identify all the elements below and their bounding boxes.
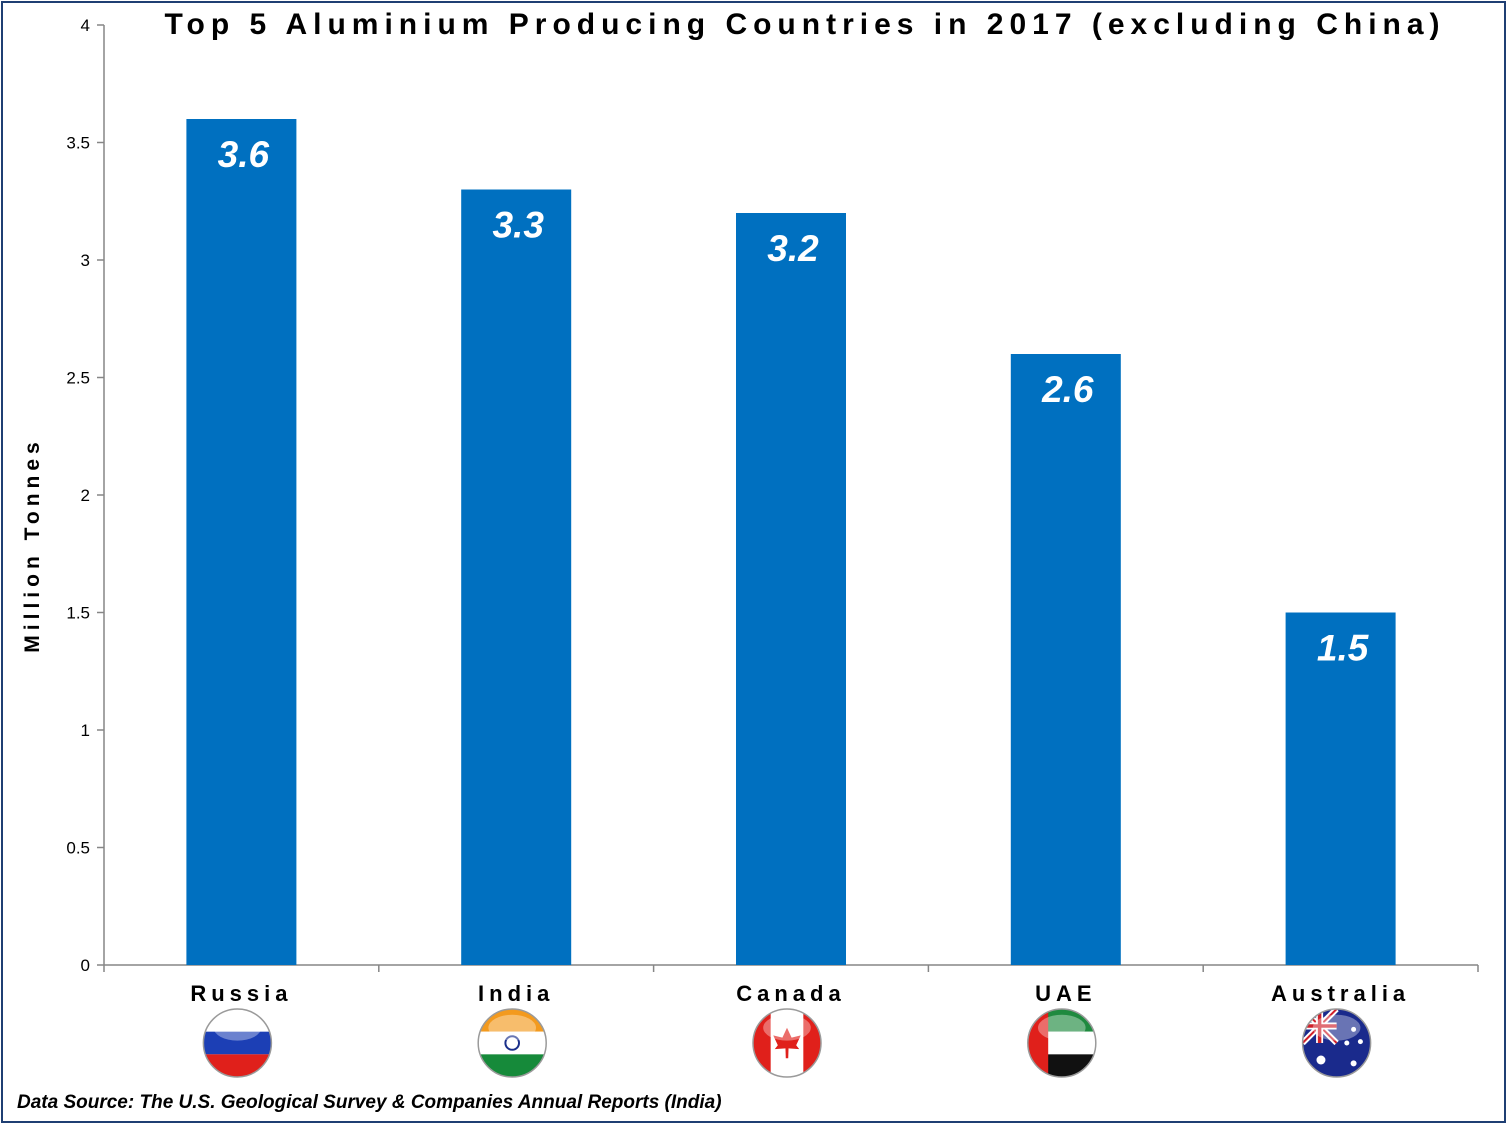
data-source-note: Data Source: The U.S. Geological Survey …	[17, 1092, 722, 1113]
y-tick-label: 0	[81, 956, 90, 975]
y-tick-label: 0.5	[66, 839, 90, 858]
x-category-label: Australia	[1271, 981, 1410, 1006]
y-tick-label: 1	[81, 721, 90, 740]
y-tick-label: 4	[81, 16, 90, 35]
data-label: 1.5	[1317, 628, 1370, 669]
x-category-label: Russia	[190, 981, 292, 1006]
uae-flag-icon	[1027, 1008, 1097, 1078]
bar-india	[461, 189, 572, 965]
data-label: 2.6	[1041, 369, 1094, 410]
bar-uae	[1010, 354, 1121, 965]
russia-flag-icon	[202, 1008, 273, 1078]
data-label: 3.2	[767, 228, 819, 269]
x-category-label: India	[478, 981, 554, 1006]
bar-australia	[1285, 612, 1396, 965]
x-category-label: Canada	[736, 981, 845, 1006]
india-flag-icon	[477, 1008, 547, 1078]
y-tick-label: 3	[81, 251, 90, 270]
data-label: 3.6	[218, 134, 270, 175]
y-tick-label: 2.5	[66, 369, 90, 388]
australia-flag-icon	[1301, 1008, 1372, 1078]
bar-canada	[736, 213, 846, 965]
canada-flag-icon	[752, 1008, 822, 1078]
x-category-label: UAE	[1035, 981, 1096, 1006]
y-tick-label: 2	[81, 486, 90, 505]
y-tick-label: 1.5	[66, 604, 90, 623]
data-label: 3.3	[492, 205, 544, 246]
y-tick-label: 3.5	[66, 134, 90, 153]
bar-russia	[186, 119, 297, 965]
chart-title: Top 5 Aluminium Producing Countries in 2…	[164, 8, 1446, 41]
